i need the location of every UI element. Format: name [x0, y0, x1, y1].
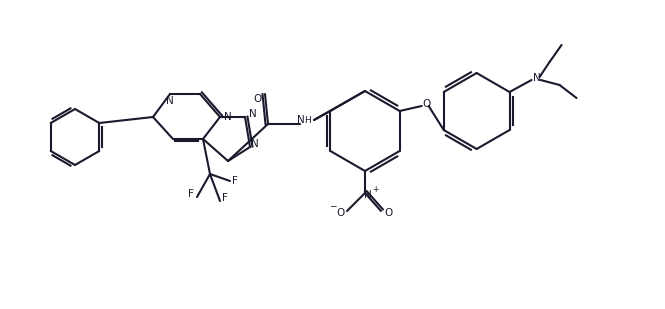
- Text: O: O: [384, 208, 392, 218]
- Text: N: N: [297, 115, 305, 125]
- Text: F: F: [222, 193, 228, 203]
- Text: +: +: [372, 184, 378, 193]
- Text: N: N: [249, 109, 257, 119]
- Text: H: H: [304, 116, 311, 125]
- Text: O: O: [253, 94, 261, 104]
- Text: −: −: [329, 201, 336, 210]
- Text: O: O: [336, 208, 344, 218]
- Text: N: N: [224, 112, 232, 122]
- Text: F: F: [232, 176, 238, 186]
- Text: O: O: [422, 99, 431, 109]
- Text: N: N: [533, 73, 541, 83]
- Text: N: N: [364, 190, 372, 200]
- Text: N: N: [251, 139, 259, 149]
- Text: N: N: [166, 96, 174, 106]
- Text: F: F: [188, 189, 194, 199]
